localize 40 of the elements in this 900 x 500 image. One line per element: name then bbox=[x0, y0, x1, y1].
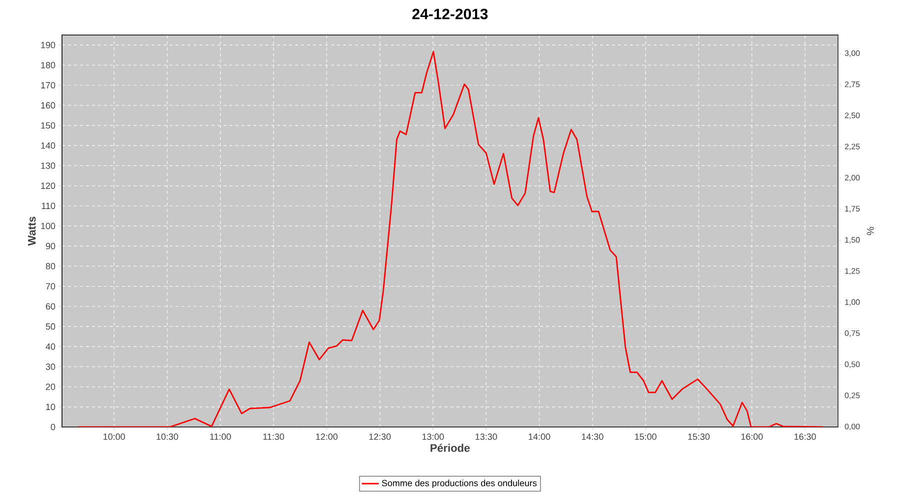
line-series bbox=[78, 50, 824, 427]
x-tick-label: 15:30 bbox=[688, 434, 710, 440]
x-tick-label: 16:30 bbox=[794, 434, 816, 440]
y-tick-label: 80 bbox=[46, 263, 56, 270]
y-tick-label: 190 bbox=[41, 42, 56, 48]
y-tick-label: 140 bbox=[41, 142, 56, 149]
y-tick-label: 90 bbox=[46, 242, 56, 250]
x-tick-label: 10:30 bbox=[156, 434, 178, 440]
y-tick-label: 50 bbox=[46, 323, 56, 330]
y-tick-label: 0 bbox=[50, 424, 56, 430]
y-tick-label: 60 bbox=[46, 303, 56, 310]
y-tick-label: 100 bbox=[41, 222, 56, 230]
y-tick-label: 170 bbox=[41, 82, 56, 88]
y-tick-label: 160 bbox=[41, 102, 56, 109]
x-tick-label: 12:00 bbox=[316, 434, 338, 440]
y-tick-label: 180 bbox=[41, 62, 56, 68]
y2-axis-title: % bbox=[866, 226, 874, 236]
y-tick-label: 150 bbox=[41, 122, 56, 129]
y-tick-label: 30 bbox=[46, 364, 56, 370]
y-tick-label: 40 bbox=[46, 343, 56, 350]
y-axis-title: Watts bbox=[28, 216, 36, 246]
y-tick-label: 130 bbox=[41, 162, 56, 169]
x-tick-label: 14:00 bbox=[528, 434, 550, 440]
y-tick-label: 120 bbox=[41, 182, 56, 189]
x-tick-label: 16:00 bbox=[741, 434, 763, 440]
x-tick-label: 13:30 bbox=[476, 434, 498, 440]
y-tick-label: 10 bbox=[46, 404, 56, 410]
x-tick-label: 14:30 bbox=[582, 434, 604, 440]
chart-title: 24-12-2013 bbox=[412, 8, 488, 20]
y-tick-label: 70 bbox=[46, 283, 56, 290]
x-tick-label: 12:30 bbox=[369, 434, 391, 440]
x-tick-label: 11:30 bbox=[263, 434, 284, 440]
y-tick-label: 20 bbox=[46, 384, 56, 390]
x-tick-label: 10:00 bbox=[104, 434, 125, 440]
y-tick-label: 110 bbox=[42, 202, 56, 210]
x-tick-label: 15:00 bbox=[635, 434, 656, 440]
x-tick-label: 13:00 bbox=[422, 434, 444, 440]
x-axis-title: Période bbox=[430, 444, 470, 452]
x-tick-label: 11:00 bbox=[210, 434, 231, 440]
legend-label: Somme des productions des onduleurs bbox=[382, 480, 537, 488]
